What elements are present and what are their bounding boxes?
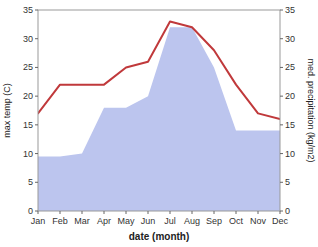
chart-container: 0 5 10 15 20 25 30 35 0 5 10 15 20 25 30 35 Jan Feb Mar Apr…: [0, 0, 318, 247]
y-tick: [35, 10, 38, 11]
x-tick-label: Dec: [272, 216, 289, 226]
y2-tick-label: 25: [285, 62, 295, 72]
y-tick: [35, 96, 38, 97]
plot-frame: [38, 10, 280, 211]
x-tick: [38, 211, 39, 214]
y2-axis-label: med. precipitation (kg/m2): [306, 58, 316, 162]
y-tick-label: 30: [23, 34, 33, 44]
x-tick: [192, 211, 193, 214]
y2-tick-label: 10: [285, 149, 295, 159]
y2-tick-label: 30: [285, 34, 295, 44]
x-tick: [60, 211, 61, 214]
y-tick: [35, 153, 38, 154]
x-tick-label: May: [117, 216, 135, 226]
y2-tick-label: 20: [285, 91, 295, 101]
y-tick-label: 15: [23, 120, 33, 130]
x-tick-label: Sep: [206, 216, 222, 226]
x-tick-label: Feb: [52, 216, 68, 226]
y-tick: [35, 124, 38, 125]
area: [38, 27, 280, 211]
y2-tick: [280, 10, 283, 11]
y-tick-label: 25: [23, 62, 33, 72]
y-tick: [35, 38, 38, 39]
x-tick-label: Jan: [31, 216, 46, 226]
y2-tick: [280, 67, 283, 68]
x-axis-label: date (month): [129, 231, 190, 242]
y-tick-label: 35: [23, 5, 33, 15]
x-tick: [258, 211, 259, 214]
x-tick: [82, 211, 83, 214]
x-tick-label: Oct: [229, 216, 244, 226]
x-tick: [104, 211, 105, 214]
y2-tick-label: 0: [285, 206, 290, 216]
y-tick-label: 5: [28, 177, 33, 187]
line: [38, 21, 280, 119]
x-tick: [236, 211, 237, 214]
y-tick: [35, 67, 38, 68]
y-tick-label: 20: [23, 91, 33, 101]
y-tick-label: 0: [28, 206, 33, 216]
x-tick: [126, 211, 127, 214]
y2-tick-label: 35: [285, 5, 295, 15]
y-tick-label: 10: [23, 149, 33, 159]
x-tick-label: Apr: [97, 216, 111, 226]
y2-tick: [280, 96, 283, 97]
page: {"chart_data": {"type": "line", "xlabel"…: [0, 0, 318, 247]
y-axis-label: max temp (C): [2, 83, 12, 138]
y2-tick-label: 5: [285, 177, 290, 187]
x-tick-label: Nov: [250, 216, 267, 226]
chart: 0 5 10 15 20 25 30 35 0 5 10 15 20 25 30 35 Jan Feb Mar Apr…: [0, 0, 318, 247]
x-tick-label: Aug: [184, 216, 200, 226]
y-tick: [35, 182, 38, 183]
y2-tick-label: 15: [285, 120, 295, 130]
y2-tick: [280, 38, 283, 39]
y2-tick: [280, 182, 283, 183]
y2-tick: [280, 153, 283, 154]
y2-tick: [280, 124, 283, 125]
x-tick-label: Jul: [164, 216, 176, 226]
x-tick-label: Jun: [141, 216, 156, 226]
plot-area: [38, 21, 280, 211]
x-tick: [148, 211, 149, 214]
x-tick: [280, 211, 281, 214]
x-tick: [170, 211, 171, 214]
x-tick-label: Mar: [74, 216, 90, 226]
x-tick: [214, 211, 215, 214]
